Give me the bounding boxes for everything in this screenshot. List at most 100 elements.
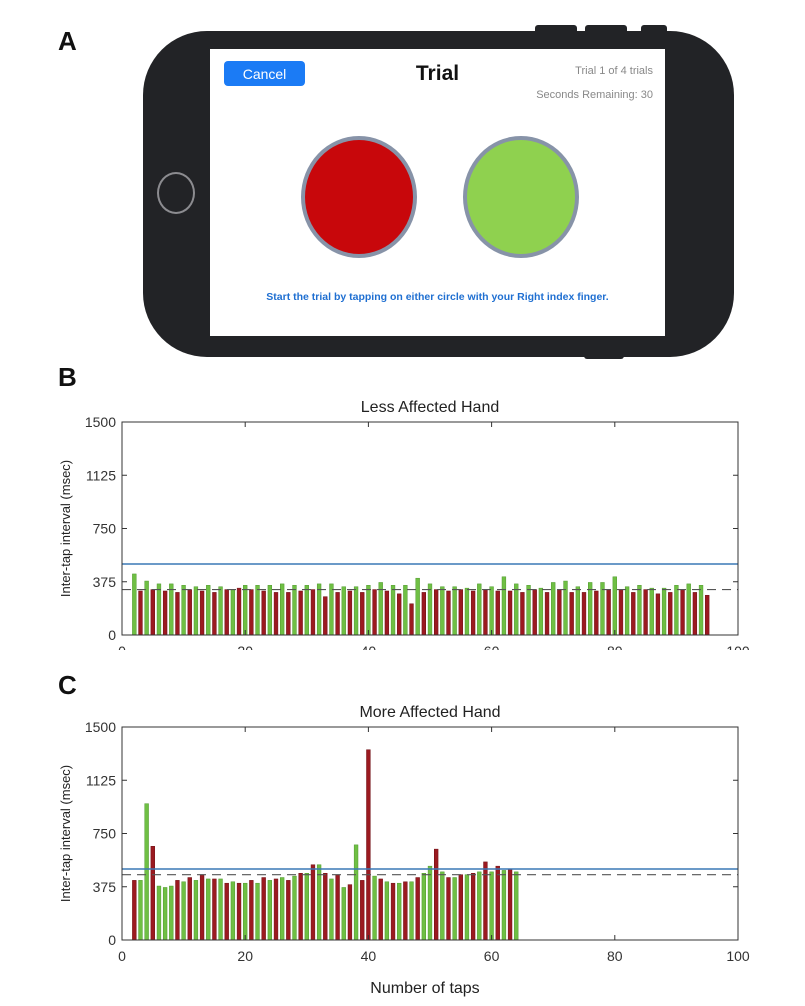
panel-label-b: B (58, 362, 77, 392)
bar (643, 589, 648, 636)
bar (162, 590, 168, 636)
y-tick-label: 1125 (86, 772, 116, 788)
cancel-button[interactable]: Cancel (224, 61, 305, 86)
bar (218, 878, 223, 941)
bar (206, 585, 211, 636)
y-tick-label: 375 (93, 879, 117, 895)
bar (569, 592, 574, 636)
chart-more-affected-hand: More Affected Hand Inter-tap interval (ms… (58, 704, 750, 964)
bar (255, 585, 260, 636)
bar (551, 582, 556, 636)
y-axis-label: Inter-tap interval (msec) (58, 765, 73, 902)
bar (403, 585, 408, 636)
bar (169, 885, 174, 941)
phone-side-button (585, 25, 627, 35)
bar (384, 590, 390, 636)
bar (483, 589, 488, 636)
bar (199, 874, 205, 941)
bar (224, 882, 229, 941)
panel-label-a: A (58, 26, 77, 56)
y-tick-label: 0 (108, 627, 116, 643)
bar (637, 585, 642, 636)
y-tick-label: 750 (93, 521, 117, 537)
x-tick-label: 40 (361, 948, 377, 964)
bar (378, 582, 383, 636)
x-tick-label: 20 (237, 643, 253, 650)
bar (390, 585, 396, 636)
bar (440, 871, 445, 941)
bar (286, 880, 291, 941)
bar (470, 873, 476, 941)
x-tick-label: 60 (484, 948, 500, 964)
seconds-remaining: Seconds Remaining: 30 (536, 89, 653, 101)
bar (212, 592, 217, 636)
bar (692, 592, 698, 636)
bar (138, 590, 143, 636)
bar (409, 881, 414, 941)
bar (193, 586, 199, 636)
bar (495, 590, 500, 636)
bar (212, 878, 217, 941)
bar (181, 585, 186, 636)
bar (390, 882, 396, 941)
bar (175, 880, 180, 941)
bar (138, 880, 143, 941)
bar (169, 583, 174, 636)
chart-title: More Affected Hand (359, 704, 500, 721)
bar (588, 582, 593, 636)
bar (360, 592, 365, 636)
bar (150, 589, 155, 636)
page-title: Trial (415, 62, 460, 85)
bar (446, 590, 451, 636)
x-tick-label: 20 (237, 948, 253, 964)
chart-title: Less Affected Hand (361, 399, 499, 416)
green-tap-target[interactable] (463, 136, 579, 258)
bar (514, 871, 519, 941)
bar (686, 583, 691, 636)
bar (612, 576, 617, 636)
bar (495, 865, 500, 941)
red-tap-target[interactable] (301, 136, 417, 258)
bar (292, 585, 297, 636)
bar (236, 882, 242, 941)
bar (249, 589, 254, 636)
bar (624, 586, 630, 636)
bar (372, 875, 377, 941)
bar (156, 583, 162, 636)
home-button[interactable] (157, 172, 195, 214)
bar (181, 881, 186, 941)
bar (477, 583, 482, 636)
bar (132, 880, 137, 941)
phone-side-button (584, 350, 624, 359)
bar (470, 590, 476, 636)
bar (403, 881, 408, 941)
bar (162, 887, 168, 941)
bar (464, 874, 470, 941)
bar (649, 587, 654, 636)
bar (575, 586, 580, 636)
bar (458, 589, 463, 636)
bar (199, 590, 205, 636)
bar (526, 585, 531, 636)
x-axis-title: Number of taps (370, 980, 480, 997)
x-tick-label: 100 (726, 643, 750, 650)
bar (409, 603, 414, 636)
bar (384, 881, 390, 941)
bar (581, 592, 587, 636)
bar (261, 590, 266, 636)
bar (674, 585, 679, 636)
bar (501, 870, 507, 941)
bar (292, 875, 297, 941)
y-tick-label: 750 (93, 826, 117, 842)
bar (280, 877, 285, 941)
bar (224, 589, 229, 636)
bar (249, 880, 254, 941)
bar (594, 590, 599, 636)
bar (150, 846, 155, 941)
bar (489, 871, 494, 941)
x-tick-label: 80 (607, 643, 623, 650)
bar (329, 583, 334, 636)
bar (366, 585, 371, 636)
bar (193, 880, 199, 941)
bar (243, 882, 248, 941)
